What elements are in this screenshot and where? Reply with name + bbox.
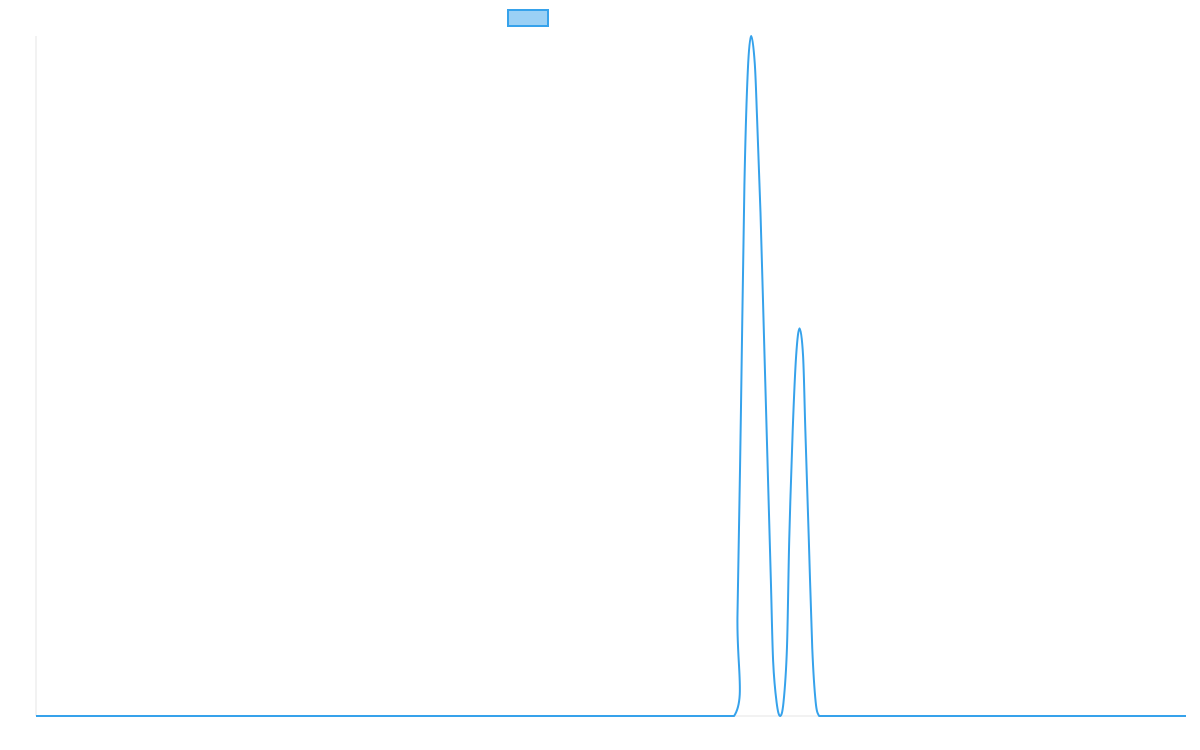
axes [35, 36, 1186, 717]
legend[interactable] [507, 9, 549, 27]
series-line-0 [36, 35, 1186, 718]
series-layer [36, 35, 1186, 718]
legend-swatch[interactable] [507, 9, 549, 27]
